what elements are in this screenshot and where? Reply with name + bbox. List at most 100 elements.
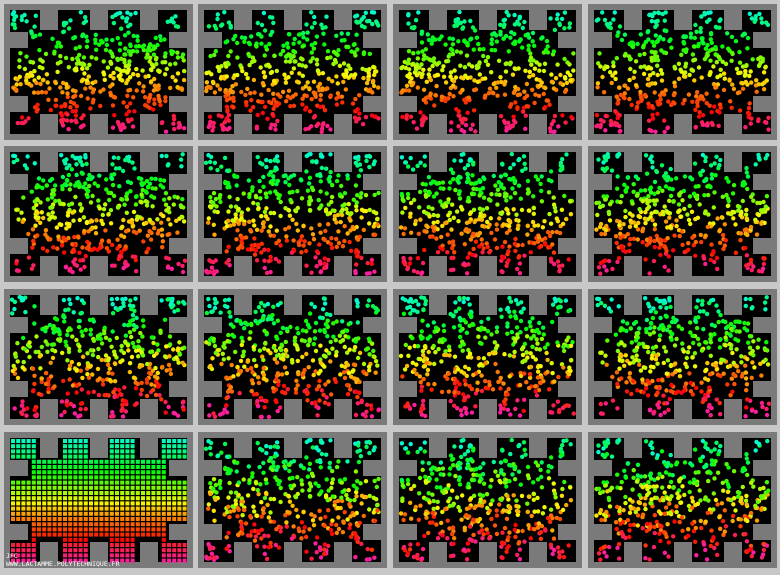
particle <box>235 55 240 60</box>
particle <box>116 155 121 161</box>
particle <box>23 309 28 315</box>
particle <box>239 35 245 40</box>
particle <box>513 236 518 242</box>
particle <box>162 54 168 59</box>
particle <box>476 41 481 47</box>
particle <box>33 349 38 355</box>
particle <box>341 61 347 66</box>
particle <box>296 331 301 336</box>
particle <box>545 357 550 363</box>
panel-notch <box>594 381 612 397</box>
particle <box>367 207 372 213</box>
particle <box>117 184 122 189</box>
particle <box>731 183 737 188</box>
particle <box>320 86 325 91</box>
particle <box>295 228 300 233</box>
particle <box>180 197 185 202</box>
particle <box>648 369 653 374</box>
particle <box>715 94 720 99</box>
particle <box>30 227 36 232</box>
particle <box>524 326 529 332</box>
particle <box>240 245 245 250</box>
particle <box>226 53 231 59</box>
particle <box>499 269 504 274</box>
particle <box>424 360 429 365</box>
particle <box>749 116 754 121</box>
particle <box>111 193 117 199</box>
particle <box>452 68 457 73</box>
particle <box>20 403 25 408</box>
particle <box>603 197 608 202</box>
particle <box>344 44 349 49</box>
particle <box>245 86 250 92</box>
particle <box>749 375 754 380</box>
particle <box>666 254 671 259</box>
particle <box>348 374 354 379</box>
particle <box>271 178 276 183</box>
particle <box>529 227 534 233</box>
particle <box>745 186 750 192</box>
particle <box>596 265 602 270</box>
particle <box>211 222 216 227</box>
particle <box>149 335 155 340</box>
particle <box>208 166 213 171</box>
particle <box>597 51 602 56</box>
particle <box>321 353 327 358</box>
particle <box>716 166 721 171</box>
particle <box>226 356 231 361</box>
particle <box>733 250 739 255</box>
particle <box>251 218 256 223</box>
particle <box>284 371 289 376</box>
particle <box>225 168 230 173</box>
particle <box>144 377 150 382</box>
particle <box>110 410 115 415</box>
particle <box>568 78 573 83</box>
particle <box>110 162 115 167</box>
particle <box>515 398 520 403</box>
particle <box>306 365 311 370</box>
particle <box>512 12 517 18</box>
particle <box>123 333 129 338</box>
particle <box>117 48 123 53</box>
particle <box>643 296 648 301</box>
particle <box>168 85 173 91</box>
particle <box>313 348 319 354</box>
particle <box>55 61 61 66</box>
particle <box>108 49 113 54</box>
particle <box>563 120 568 125</box>
particle <box>273 127 278 132</box>
particle <box>650 165 655 170</box>
particle <box>366 88 371 94</box>
particle <box>461 151 466 157</box>
particle <box>615 186 620 191</box>
particle <box>508 195 513 200</box>
particle <box>613 234 619 239</box>
particle <box>523 68 528 74</box>
particle <box>50 188 55 193</box>
particle <box>690 177 695 182</box>
particle <box>431 56 437 61</box>
particle <box>57 222 62 227</box>
particle <box>271 210 277 216</box>
particle <box>170 49 176 55</box>
particle <box>638 89 643 95</box>
particle <box>434 62 440 67</box>
particle <box>403 160 409 165</box>
particle <box>220 411 225 416</box>
particle <box>363 414 368 419</box>
particle <box>627 224 633 229</box>
particle <box>163 399 168 405</box>
particle <box>705 43 710 48</box>
particle <box>470 173 475 178</box>
particle <box>505 331 510 336</box>
particle <box>52 51 57 56</box>
particle <box>730 191 736 196</box>
particle <box>333 353 339 358</box>
particle <box>28 59 33 65</box>
particle <box>414 67 419 72</box>
particle <box>552 27 558 33</box>
particle <box>61 378 66 384</box>
particle <box>513 298 519 303</box>
particle <box>633 223 638 229</box>
particle <box>689 209 695 214</box>
